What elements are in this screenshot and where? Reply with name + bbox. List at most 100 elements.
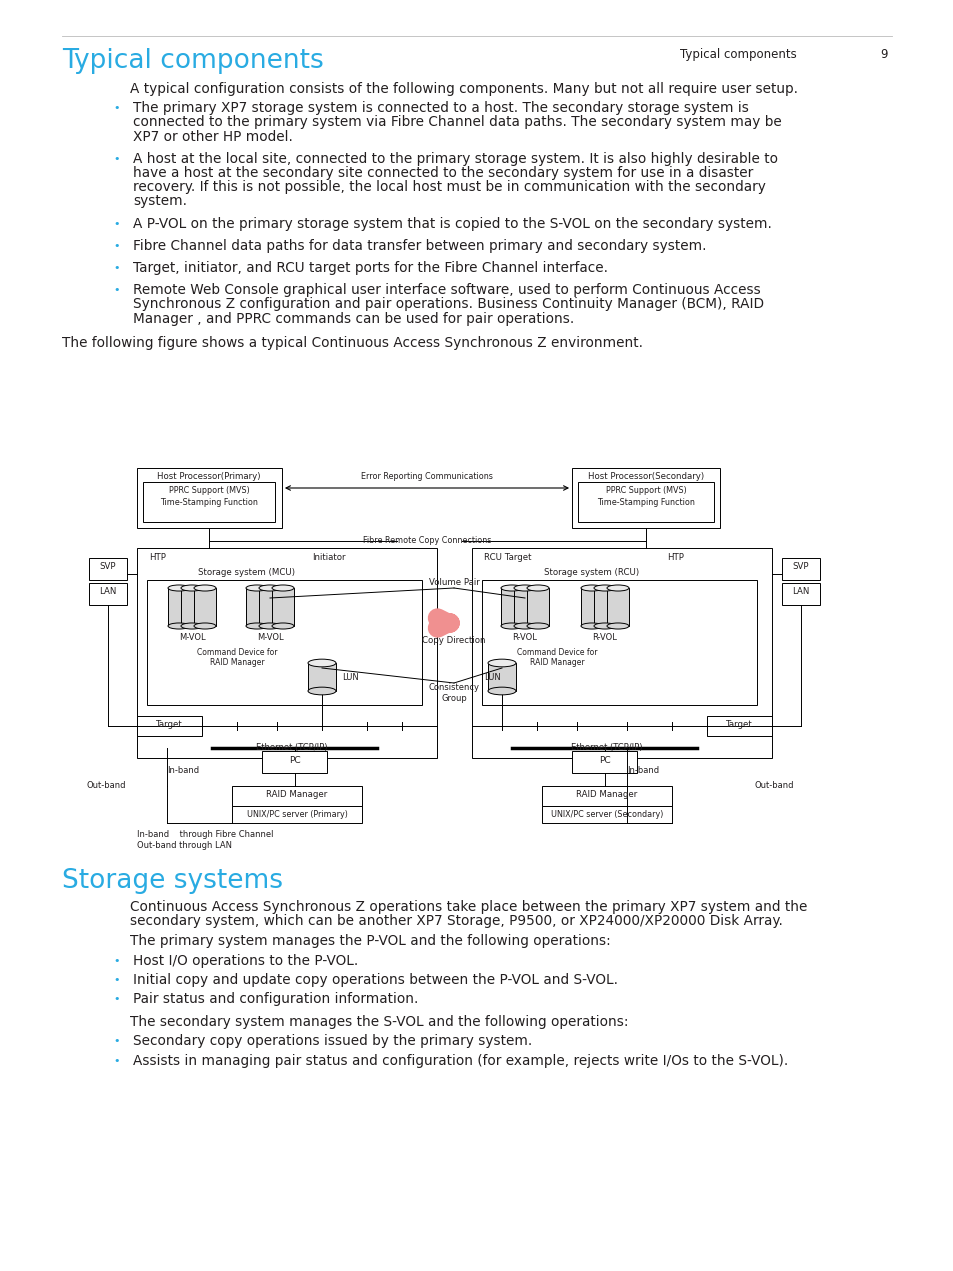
Ellipse shape bbox=[168, 585, 190, 591]
Bar bbox=[488, 663, 516, 691]
Ellipse shape bbox=[246, 585, 268, 591]
Text: •: • bbox=[112, 103, 119, 113]
Ellipse shape bbox=[308, 660, 335, 667]
Bar bbox=[258, 588, 281, 627]
Text: Initiator: Initiator bbox=[312, 553, 345, 562]
Text: Storage system (RCU): Storage system (RCU) bbox=[544, 568, 639, 577]
Ellipse shape bbox=[606, 585, 628, 591]
Bar bbox=[781, 583, 820, 605]
Bar bbox=[272, 588, 294, 627]
Ellipse shape bbox=[594, 623, 616, 629]
Text: PPRC Support (MVS): PPRC Support (MVS) bbox=[169, 486, 249, 494]
Bar bbox=[168, 588, 190, 627]
Ellipse shape bbox=[181, 585, 203, 591]
Text: Pair status and configuration information.: Pair status and configuration informatio… bbox=[132, 991, 418, 1007]
Ellipse shape bbox=[514, 623, 536, 629]
Text: •: • bbox=[112, 956, 119, 966]
Text: system.: system. bbox=[132, 194, 187, 208]
Text: Target, initiator, and RCU target ports for the Fibre Channel interface.: Target, initiator, and RCU target ports … bbox=[132, 261, 607, 275]
Text: Out-band through LAN: Out-band through LAN bbox=[137, 841, 232, 850]
Ellipse shape bbox=[580, 623, 602, 629]
Text: The secondary system manages the S-VOL and the following operations:: The secondary system manages the S-VOL a… bbox=[130, 1016, 628, 1030]
Text: •: • bbox=[112, 994, 119, 1004]
Text: Storage system (MCU): Storage system (MCU) bbox=[198, 568, 295, 577]
Text: A host at the local site, connected to the primary storage system. It is also hi: A host at the local site, connected to t… bbox=[132, 151, 778, 165]
Text: PC: PC bbox=[598, 756, 610, 765]
Text: Volume Pair: Volume Pair bbox=[428, 578, 478, 587]
Text: HTP: HTP bbox=[149, 553, 166, 562]
Bar bbox=[193, 588, 215, 627]
Bar bbox=[137, 548, 436, 758]
Text: RAID Manager: RAID Manager bbox=[529, 658, 583, 667]
Text: Out-band: Out-band bbox=[754, 780, 794, 791]
Text: connected to the primary system via Fibre Channel data paths. The secondary syst: connected to the primary system via Fibr… bbox=[132, 116, 781, 130]
Bar bbox=[781, 558, 820, 580]
Text: Host Processor(Primary): Host Processor(Primary) bbox=[157, 472, 260, 480]
Text: Continuous Access Synchronous Z operations take place between the primary XP7 sy: Continuous Access Synchronous Z operatio… bbox=[130, 900, 806, 914]
Ellipse shape bbox=[488, 688, 516, 695]
Bar bbox=[308, 663, 335, 691]
Text: •: • bbox=[112, 154, 119, 164]
Bar bbox=[541, 806, 671, 824]
Text: A typical configuration consists of the following components. Many but not all r: A typical configuration consists of the … bbox=[130, 83, 797, 97]
Ellipse shape bbox=[181, 623, 203, 629]
Text: Typical components: Typical components bbox=[679, 48, 796, 61]
Ellipse shape bbox=[193, 623, 215, 629]
Bar bbox=[147, 580, 421, 705]
Text: Manager , and PPRC commands can be used for pair operations.: Manager , and PPRC commands can be used … bbox=[132, 311, 574, 325]
Text: •: • bbox=[112, 1056, 119, 1065]
Bar bbox=[246, 588, 268, 627]
Text: Secondary copy operations issued by the primary system.: Secondary copy operations issued by the … bbox=[132, 1035, 532, 1049]
Bar bbox=[541, 785, 671, 806]
Text: Consistency: Consistency bbox=[428, 683, 479, 691]
Bar bbox=[594, 588, 616, 627]
Text: Fibre Channel data paths for data transfer between primary and secondary system.: Fibre Channel data paths for data transf… bbox=[132, 239, 706, 253]
Text: UNIX/PC server (Secondary): UNIX/PC server (Secondary) bbox=[550, 810, 662, 819]
Bar bbox=[232, 785, 361, 806]
Bar bbox=[580, 588, 602, 627]
Bar bbox=[89, 558, 127, 580]
Bar bbox=[262, 751, 327, 773]
Text: Initial copy and update copy operations between the P-VOL and S-VOL.: Initial copy and update copy operations … bbox=[132, 972, 618, 986]
Ellipse shape bbox=[526, 585, 548, 591]
Text: Time-Stamping Function: Time-Stamping Function bbox=[597, 498, 694, 507]
Bar bbox=[137, 468, 282, 527]
Bar bbox=[572, 751, 637, 773]
Text: Ethernet (TCP/IP): Ethernet (TCP/IP) bbox=[256, 744, 328, 752]
Text: R-VOL: R-VOL bbox=[512, 633, 537, 642]
Ellipse shape bbox=[168, 623, 190, 629]
Text: LAN: LAN bbox=[792, 587, 809, 596]
Bar bbox=[572, 468, 720, 527]
Text: Copy Direction: Copy Direction bbox=[422, 636, 485, 644]
Text: PPRC Support (MVS): PPRC Support (MVS) bbox=[605, 486, 685, 494]
Text: RAID Manager: RAID Manager bbox=[266, 791, 327, 799]
Bar bbox=[526, 588, 548, 627]
Text: Target: Target bbox=[155, 719, 182, 730]
Text: LAN: LAN bbox=[99, 587, 116, 596]
Bar bbox=[606, 588, 628, 627]
Bar bbox=[181, 588, 203, 627]
Ellipse shape bbox=[308, 688, 335, 695]
Text: RCU Target: RCU Target bbox=[483, 553, 531, 562]
Text: •: • bbox=[112, 263, 119, 273]
Text: In-band: In-band bbox=[167, 766, 199, 775]
Text: UNIX/PC server (Primary): UNIX/PC server (Primary) bbox=[246, 810, 347, 819]
Text: Remote Web Console graphical user interface software, used to perform Continuous: Remote Web Console graphical user interf… bbox=[132, 283, 760, 297]
Text: SVP: SVP bbox=[100, 562, 116, 571]
Text: 9: 9 bbox=[879, 48, 886, 61]
Text: LUN: LUN bbox=[341, 674, 358, 683]
Text: The primary XP7 storage system is connected to a host. The secondary storage sys: The primary XP7 storage system is connec… bbox=[132, 102, 748, 116]
Text: Typical components: Typical components bbox=[62, 48, 323, 74]
Bar bbox=[137, 716, 202, 736]
Ellipse shape bbox=[594, 585, 616, 591]
Bar bbox=[500, 588, 522, 627]
Text: •: • bbox=[112, 240, 119, 250]
Ellipse shape bbox=[272, 585, 294, 591]
Ellipse shape bbox=[272, 623, 294, 629]
Text: Out-band: Out-band bbox=[87, 780, 127, 791]
Text: Command Device for: Command Device for bbox=[517, 648, 597, 657]
Text: recovery. If this is not possible, the local host must be in communication with : recovery. If this is not possible, the l… bbox=[132, 180, 765, 194]
Ellipse shape bbox=[258, 623, 281, 629]
Text: Command Device for: Command Device for bbox=[196, 648, 277, 657]
Text: M-VOL: M-VOL bbox=[178, 633, 205, 642]
